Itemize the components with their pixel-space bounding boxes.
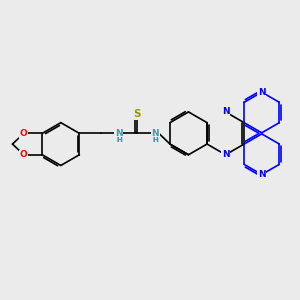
Text: O: O <box>20 129 28 138</box>
Text: H: H <box>152 136 158 142</box>
Text: N: N <box>115 129 123 138</box>
Text: H: H <box>116 136 122 142</box>
Text: O: O <box>20 150 28 159</box>
Text: H: H <box>116 136 122 142</box>
Text: N: N <box>115 129 123 138</box>
Text: N: N <box>222 107 230 116</box>
Text: N: N <box>258 88 266 97</box>
Text: S: S <box>134 109 141 119</box>
Text: S: S <box>134 109 141 119</box>
Text: N: N <box>152 129 159 138</box>
Text: H: H <box>152 136 158 142</box>
Text: N: N <box>152 129 159 138</box>
Text: O: O <box>20 150 28 159</box>
Text: N: N <box>222 107 230 116</box>
Text: N: N <box>222 150 230 159</box>
Text: N: N <box>222 150 230 159</box>
Text: O: O <box>20 129 28 138</box>
Text: N: N <box>258 170 266 179</box>
